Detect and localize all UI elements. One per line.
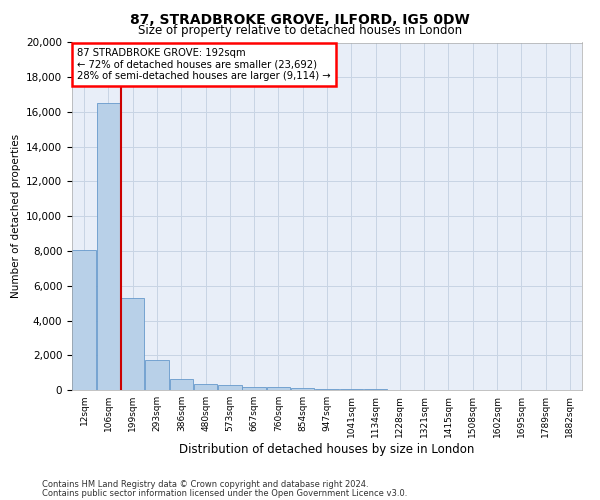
Y-axis label: Number of detached properties: Number of detached properties (11, 134, 20, 298)
Bar (73, 250, 96, 390)
Bar (145, 360, 169, 390)
Bar (291, 388, 314, 390)
Bar (97, 104, 120, 390)
Bar (266, 387, 290, 390)
Text: Contains HM Land Registry data © Crown copyright and database right 2024.: Contains HM Land Registry data © Crown c… (42, 480, 368, 489)
Bar (121, 298, 145, 390)
Bar (340, 389, 363, 390)
Bar (218, 385, 242, 390)
Text: 87, STRADBROKE GROVE, ILFORD, IG5 0DW: 87, STRADBROKE GROVE, ILFORD, IG5 0DW (130, 12, 470, 26)
Text: Contains public sector information licensed under the Open Government Licence v3: Contains public sector information licen… (42, 489, 407, 498)
Bar (194, 384, 217, 390)
X-axis label: Distribution of detached houses by size in London: Distribution of detached houses by size … (179, 442, 475, 456)
Bar (315, 388, 339, 390)
Text: 87 STRADBROKE GROVE: 192sqm
← 72% of detached houses are smaller (23,692)
28% of: 87 STRADBROKE GROVE: 192sqm ← 72% of det… (77, 48, 331, 81)
Bar (242, 386, 266, 390)
Bar (170, 378, 193, 390)
Text: Size of property relative to detached houses in London: Size of property relative to detached ho… (138, 24, 462, 37)
